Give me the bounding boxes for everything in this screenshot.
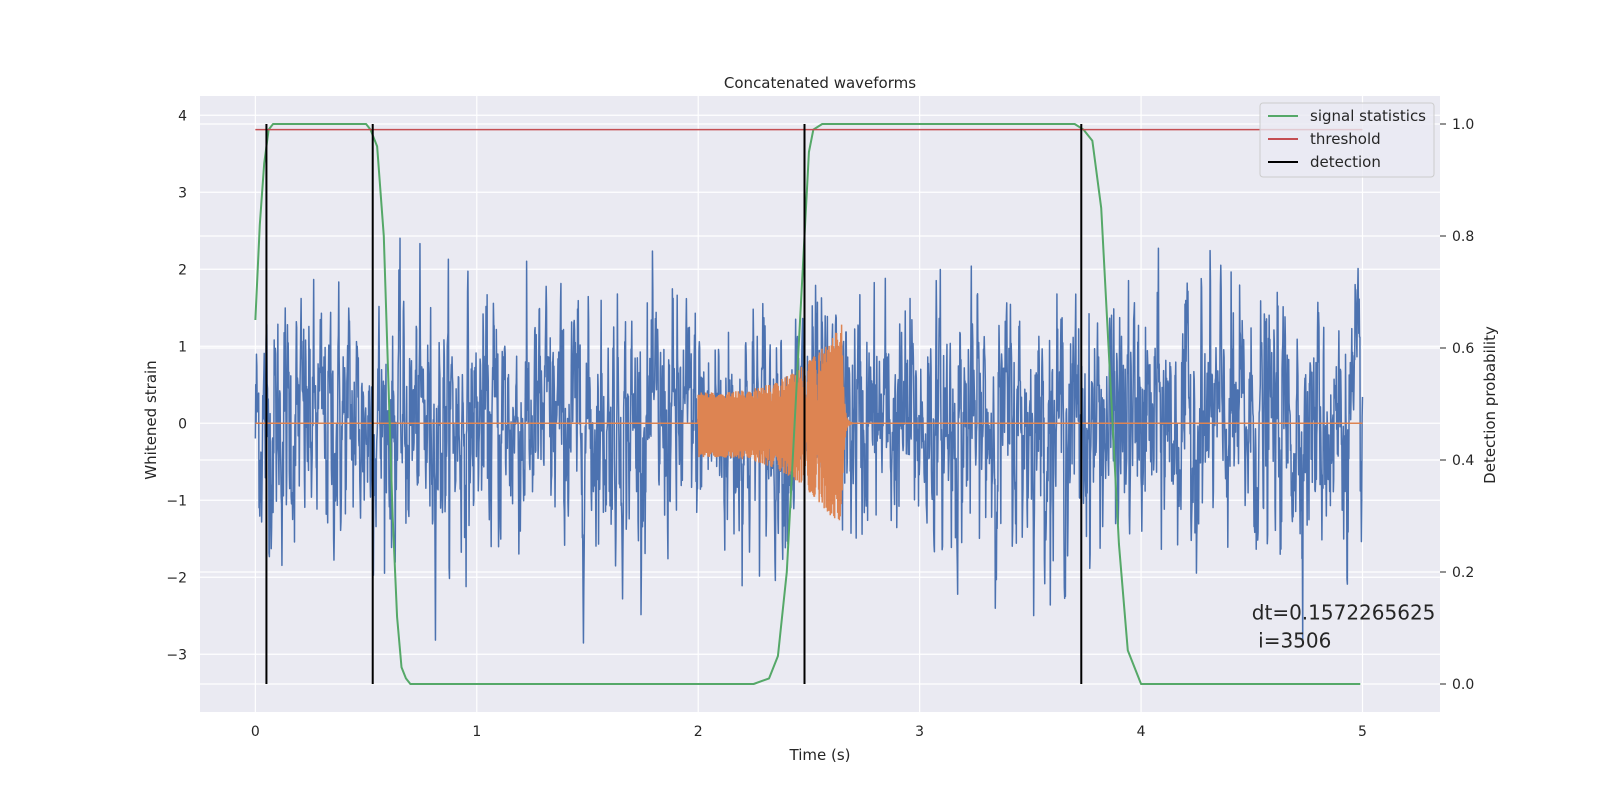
series-chirp-line xyxy=(255,324,1363,521)
x-tick-label: 0 xyxy=(251,724,260,740)
legend-label-signal-statistics: signal statistics xyxy=(1310,107,1426,125)
x-tick-label: 1 xyxy=(472,724,481,740)
data-series xyxy=(254,123,1364,685)
y2-tick-label: 0.2 xyxy=(1452,565,1474,581)
chart-title: Concatenated waveforms xyxy=(724,74,916,92)
y-tick-label: 3 xyxy=(178,185,187,201)
y2-tick-label: 0.4 xyxy=(1452,453,1474,469)
y2-tick-label: 0.8 xyxy=(1452,229,1474,245)
series-signal-statistics-line xyxy=(254,123,1361,685)
y-tick-label: 4 xyxy=(178,108,187,124)
x-tick-label: 3 xyxy=(915,724,924,740)
legend: signal statistics threshold detection xyxy=(1259,102,1435,178)
y-tick-label: 2 xyxy=(178,262,187,278)
y2-tick-label: 0.6 xyxy=(1452,341,1474,357)
y-tick-label: 0 xyxy=(178,416,187,432)
y-tick-label: 1 xyxy=(178,339,187,355)
annotation-dt: dt=0.1572265625 xyxy=(1252,601,1436,625)
y-tick-label: −1 xyxy=(166,493,187,509)
axes: 0 1 2 3 4 5 −3 −2 −1 0 1 2 3 4 0.0 0.2 0.4 0.6 0.8 1.0 xyxy=(166,108,1474,740)
y-tick-label: −2 xyxy=(166,570,187,586)
y2-axis-label: Detection probability xyxy=(1481,326,1499,484)
legend-label-detection: detection xyxy=(1310,153,1381,171)
x-tick-label: 2 xyxy=(694,724,703,740)
annotation-i: i=3506 xyxy=(1252,629,1332,653)
x-tick-label: 5 xyxy=(1358,724,1367,740)
y-axis-label: Whitened strain xyxy=(142,360,160,479)
legend-box xyxy=(1259,102,1435,178)
x-tick-label: 4 xyxy=(1137,724,1146,740)
y2-tick-label: 0.0 xyxy=(1452,677,1474,693)
y2-tick-label: 1.0 xyxy=(1452,117,1474,133)
y-tick-label: −3 xyxy=(166,647,187,663)
annotation: dt=0.1572265625 i=3506 xyxy=(1252,601,1436,653)
legend-label-threshold: threshold xyxy=(1310,130,1381,148)
x-axis-label: Time (s) xyxy=(789,746,851,764)
